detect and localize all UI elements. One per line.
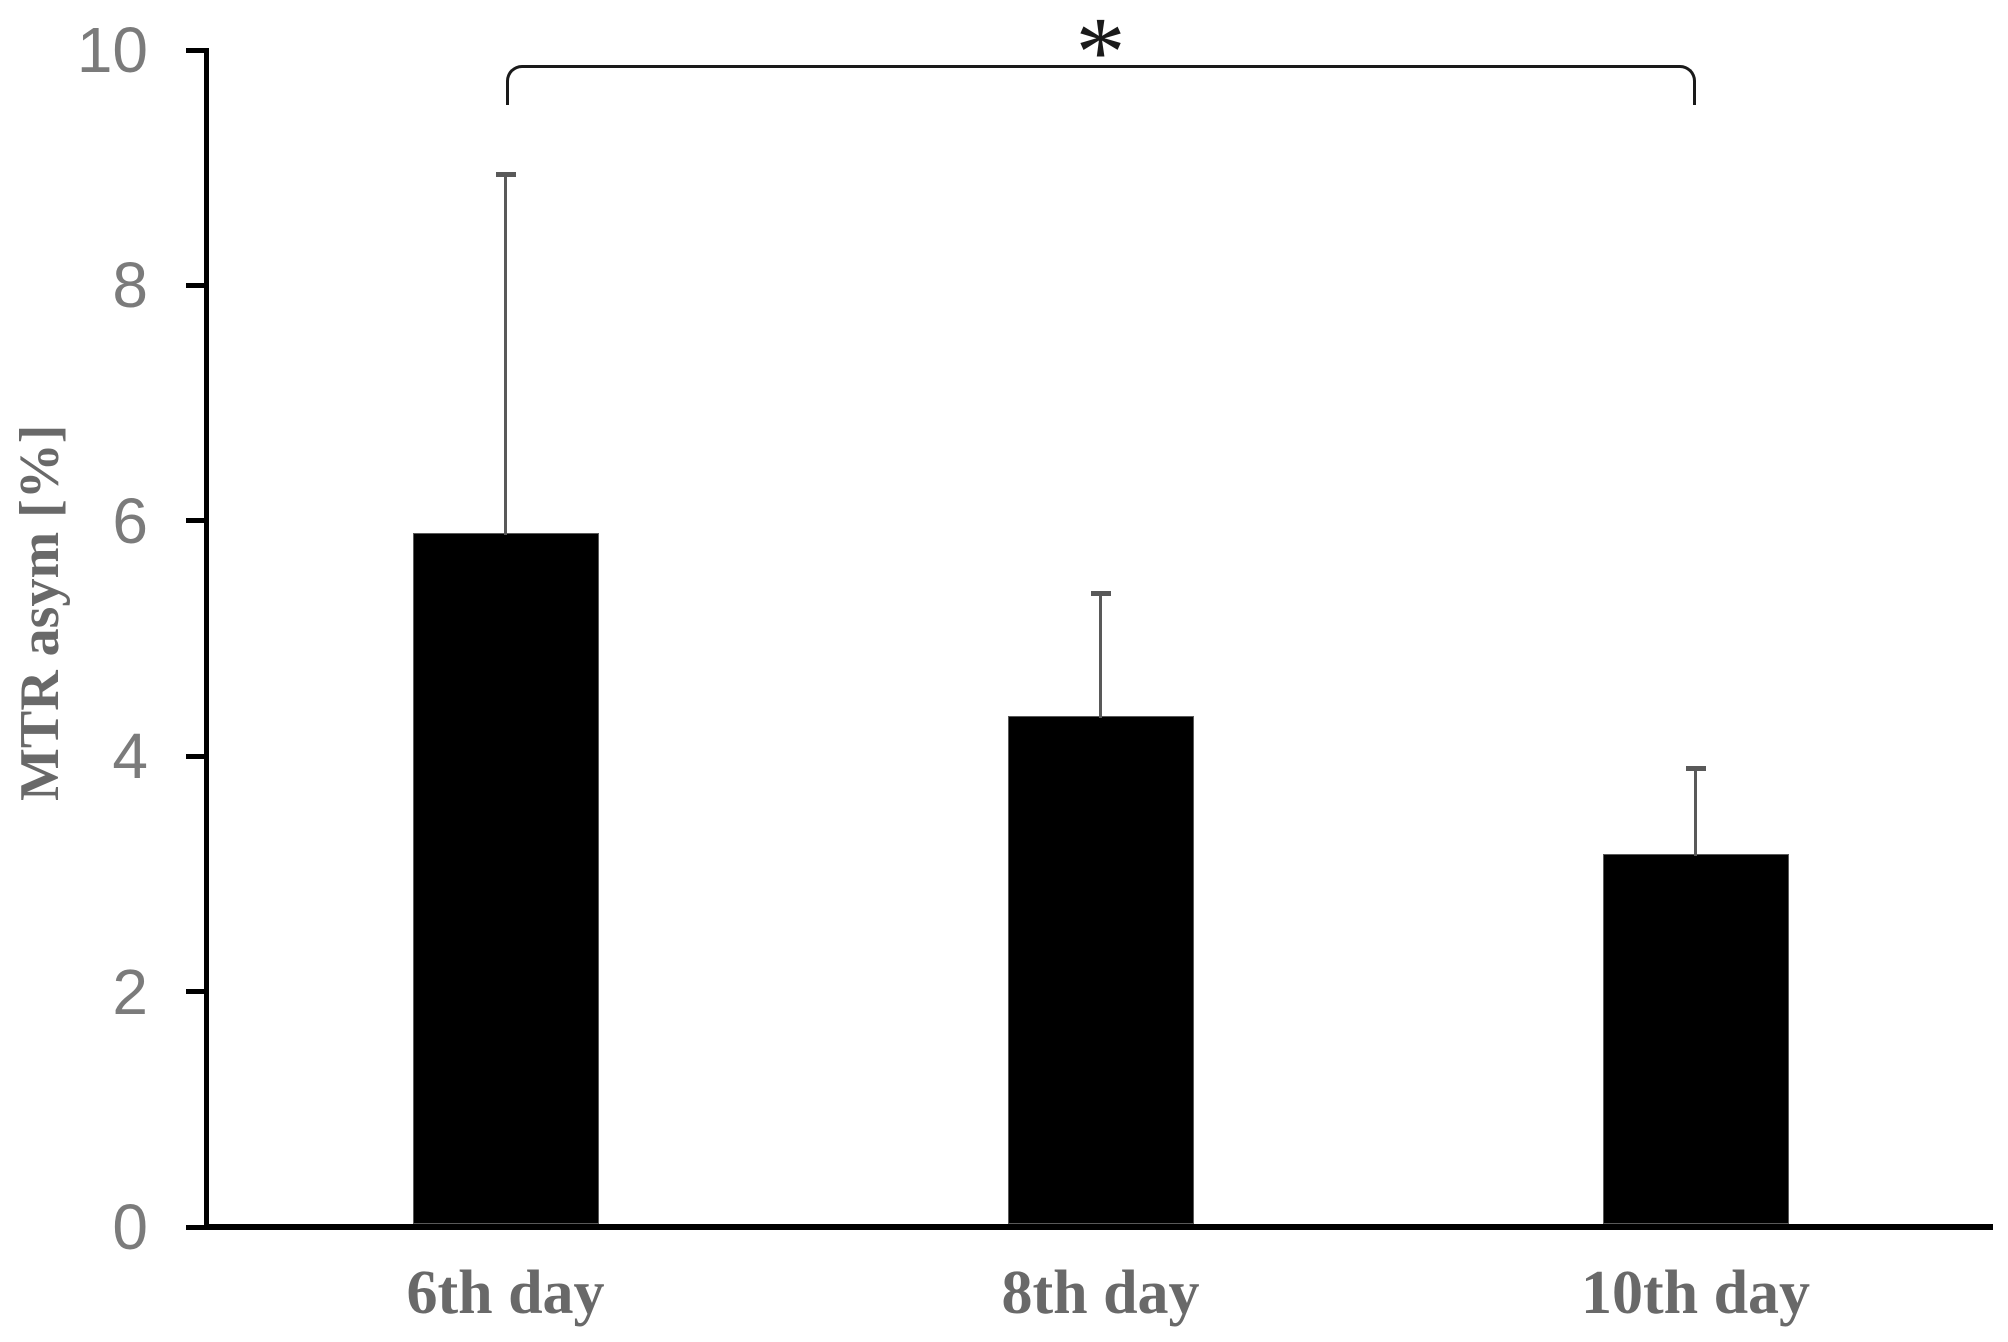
y-axis-tick-mark-0 (186, 1224, 206, 1230)
error-bar-cap-8th-day (1090, 590, 1111, 596)
error-bar-8th-day (1099, 592, 1102, 719)
x-axis-line (204, 1224, 1993, 1230)
y-axis-tick-mark-4 (186, 753, 206, 759)
x-axis-label-10th-day: 10th day (1580, 1259, 1811, 1327)
x-axis-label-8th-day: 8th day (1001, 1259, 1200, 1327)
y-axis-tick-mark-2 (186, 989, 206, 995)
y-axis-tick-label-8: 8 (112, 249, 148, 322)
y-axis-line (204, 48, 209, 1230)
error-bar-cap-10th-day (1685, 765, 1706, 771)
y-axis-tick-label-10: 10 (76, 14, 148, 86)
y-axis-tick-label-0: 0 (112, 1191, 148, 1263)
error-bar-cap-6th-day (495, 171, 516, 177)
y-axis-tick-mark-6 (186, 518, 206, 524)
bar-10th-day (1602, 853, 1789, 1224)
x-axis-label-6th-day: 6th day (406, 1259, 605, 1327)
error-bar-6th-day (504, 173, 507, 535)
y-axis-tick-mark-10 (186, 47, 206, 53)
y-axis-tick-label-6: 6 (112, 484, 148, 557)
y-axis-tick-label-2: 2 (112, 955, 148, 1028)
y-axis-tick-label-4: 4 (112, 720, 148, 793)
significance-bracket (505, 65, 1696, 105)
y-axis-tick-mark-8 (186, 282, 206, 288)
bar-8th-day (1007, 716, 1194, 1224)
error-bar-10th-day (1694, 767, 1697, 856)
significance-asterisk: * (1075, 0, 1126, 107)
bar-6th-day (412, 532, 599, 1224)
